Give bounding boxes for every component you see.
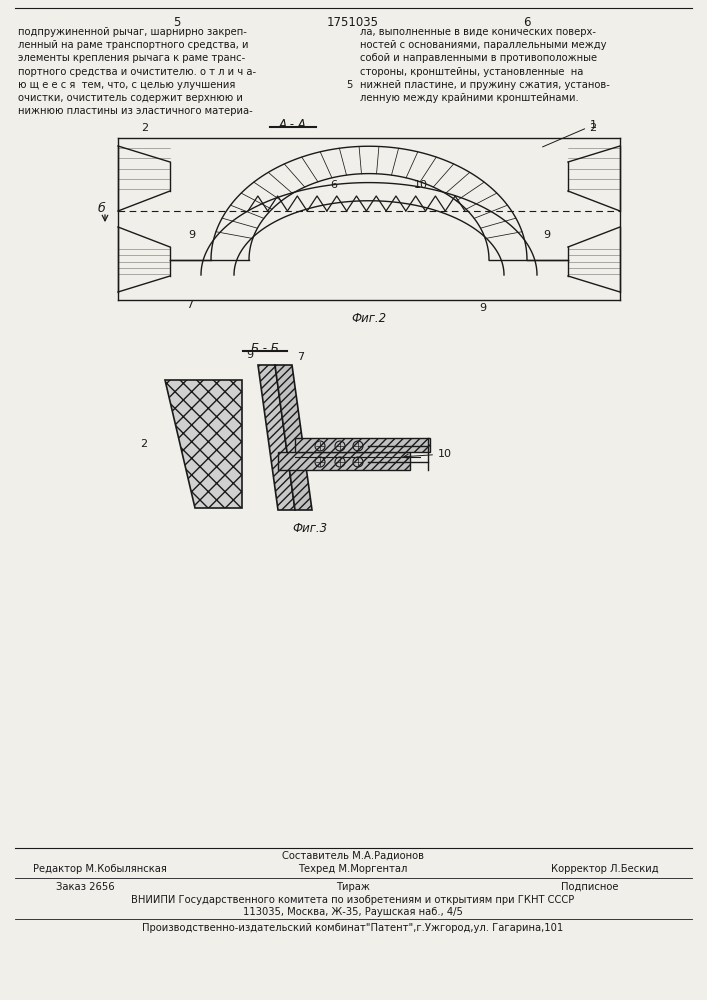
Text: ла, выполненные в виде конических поверх-: ла, выполненные в виде конических поверх… <box>360 27 596 37</box>
Polygon shape <box>278 452 410 470</box>
Text: ленную между крайними кронштейнами.: ленную между крайними кронштейнами. <box>360 93 579 103</box>
Text: Тираж: Тираж <box>336 882 370 892</box>
Text: элементы крепления рычага к раме транс-: элементы крепления рычага к раме транс- <box>18 53 245 63</box>
Text: собой и направленными в противоположные: собой и направленными в противоположные <box>360 53 597 63</box>
Text: Техред М.Моргентал: Техред М.Моргентал <box>298 864 408 874</box>
Text: 5: 5 <box>346 80 352 90</box>
Polygon shape <box>275 365 312 510</box>
Text: 6: 6 <box>523 16 531 29</box>
Text: нижнюю пластины из эластичного материа-: нижнюю пластины из эластичного материа- <box>18 106 252 116</box>
Text: 9: 9 <box>543 230 550 240</box>
Polygon shape <box>258 365 295 510</box>
Text: 1: 1 <box>542 120 597 147</box>
Text: 9: 9 <box>246 350 253 360</box>
Text: подпружиненной рычаг, шарнирно закреп-: подпружиненной рычаг, шарнирно закреп- <box>18 27 247 37</box>
Text: 9: 9 <box>479 303 486 313</box>
Text: А - А: А - А <box>279 118 307 131</box>
Text: 113035, Москва, Ж-35, Раушская наб., 4/5: 113035, Москва, Ж-35, Раушская наб., 4/5 <box>243 907 463 917</box>
Text: нижней пластине, и пружину сжатия, установ-: нижней пластине, и пружину сжатия, устан… <box>360 80 610 90</box>
Text: ВНИИПИ Государственного комитета по изобретениям и открытиям при ГКНТ СССР: ВНИИПИ Государственного комитета по изоб… <box>132 895 575 905</box>
Text: портного средства и очистителю. о т л и ч а-: портного средства и очистителю. о т л и … <box>18 67 256 77</box>
Text: Производственно-издательский комбинат"Патент",г.Ужгород,ул. Гагарина,101: Производственно-издательский комбинат"Па… <box>142 923 563 933</box>
Text: Корректор Л.Бескид: Корректор Л.Бескид <box>551 864 659 874</box>
Text: Фиг.3: Фиг.3 <box>293 522 327 535</box>
Polygon shape <box>165 380 242 508</box>
Text: Б - Б: Б - Б <box>251 342 279 355</box>
Text: 7: 7 <box>297 352 304 362</box>
Text: 2: 2 <box>141 123 148 133</box>
Text: Заказ 2656: Заказ 2656 <box>56 882 115 892</box>
Text: ленный на раме транспортного средства, и: ленный на раме транспортного средства, и <box>18 40 248 50</box>
Text: Редактор М.Кобылянская: Редактор М.Кобылянская <box>33 864 167 874</box>
Text: 2: 2 <box>590 123 597 133</box>
Text: 9: 9 <box>188 230 195 240</box>
Text: 7: 7 <box>186 300 193 310</box>
Text: ностей с основаниями, параллельными между: ностей с основаниями, параллельными межд… <box>360 40 607 50</box>
Polygon shape <box>295 438 430 452</box>
Text: Фиг.2: Фиг.2 <box>351 312 387 325</box>
Text: 6: 6 <box>330 180 337 190</box>
Text: очистки, очиститель содержит верхнюю и: очистки, очиститель содержит верхнюю и <box>18 93 243 103</box>
Text: б: б <box>98 202 105 216</box>
Text: ю щ е е с я  тем, что, с целью улучшения: ю щ е е с я тем, что, с целью улучшения <box>18 80 235 90</box>
Text: 10: 10 <box>404 449 452 459</box>
Text: 1751035: 1751035 <box>327 16 379 29</box>
Text: Составитель М.А.Радионов: Составитель М.А.Радионов <box>282 851 424 861</box>
Text: 2: 2 <box>140 439 147 449</box>
Text: 5: 5 <box>173 16 181 29</box>
Text: Подписное: Подписное <box>561 882 619 892</box>
Text: стороны, кронштейны, установленные  на: стороны, кронштейны, установленные на <box>360 67 583 77</box>
Text: 10: 10 <box>414 180 428 190</box>
